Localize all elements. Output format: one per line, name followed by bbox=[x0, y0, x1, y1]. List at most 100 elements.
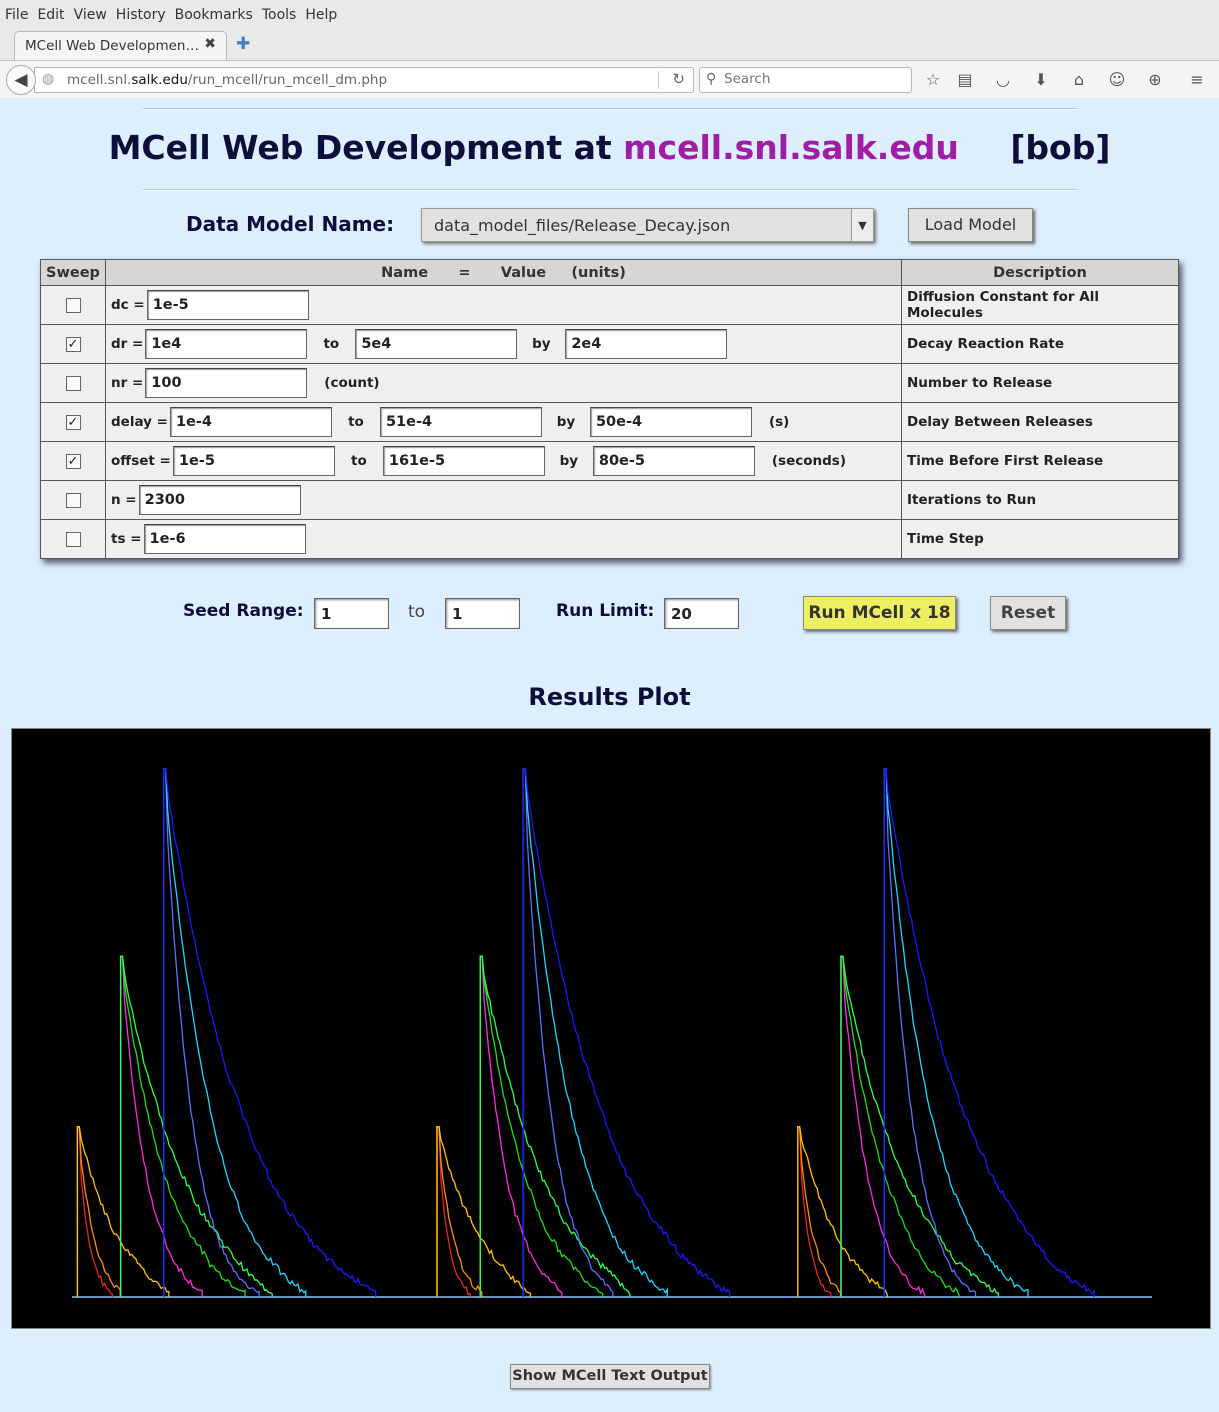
param-description: Diffusion Constant for All Molecules bbox=[901, 285, 1179, 325]
dropdown-arrow-icon[interactable]: ▼ bbox=[851, 209, 873, 241]
param-value-input[interactable] bbox=[143, 524, 306, 554]
param-row: ✓ dr = to by Decay Reaction Rate bbox=[40, 324, 1179, 364]
pocket-icon[interactable]: ◡ bbox=[996, 70, 1010, 89]
globe-icon: ◍ bbox=[42, 71, 55, 87]
tab-strip: MCell Web Developmen… ✖ ✚ bbox=[0, 30, 1219, 60]
param-description: Decay Reaction Rate bbox=[901, 324, 1179, 364]
menu-view[interactable]: View bbox=[73, 7, 107, 23]
param-label: dc = bbox=[111, 297, 145, 313]
search-input[interactable] bbox=[724, 71, 904, 87]
param-fields: delay = to by (s) bbox=[106, 407, 901, 437]
param-row: ✓ offset = to by (seconds) Time Before First … bbox=[40, 441, 1179, 481]
seed-to-input[interactable] bbox=[445, 598, 520, 629]
seed-from-input[interactable] bbox=[314, 598, 389, 629]
tab-title: MCell Web Developmen… bbox=[25, 38, 199, 54]
browser-tab[interactable]: MCell Web Developmen… ✖ bbox=[14, 31, 227, 60]
param-to-input[interactable] bbox=[382, 446, 545, 476]
sweep-checkbox[interactable] bbox=[65, 531, 81, 547]
bookmark-star-icon[interactable]: ☆ bbox=[925, 70, 941, 89]
param-value-input[interactable] bbox=[169, 407, 332, 437]
description-header: Description bbox=[901, 259, 1179, 286]
sweep-cell bbox=[40, 519, 106, 559]
param-to-label: to bbox=[351, 453, 367, 469]
navigation-bar: ◍ mcell.snl.salk.edu/run_mcell/run_mcell… bbox=[0, 60, 1219, 98]
param-cell: delay = to by (s) bbox=[105, 402, 902, 442]
data-model-select[interactable]: data_model_files/Release_Decay.json ▼ bbox=[421, 208, 874, 242]
page-title: MCell Web Development at mcell.snl.salk.… bbox=[0, 128, 1219, 167]
downloads-icon[interactable]: ⬇ bbox=[1034, 70, 1048, 89]
web-icon[interactable]: ⊕ bbox=[1148, 70, 1162, 89]
menu-history[interactable]: History bbox=[115, 7, 166, 23]
results-plot-title: Results Plot bbox=[528, 683, 691, 711]
sweep-header: Sweep bbox=[40, 259, 106, 286]
series-line-g1-s5 bbox=[119, 955, 246, 1297]
menu-edit[interactable]: Edit bbox=[37, 7, 65, 23]
series-line-g1-s6 bbox=[119, 955, 273, 1297]
sweep-cell bbox=[40, 363, 106, 403]
series-line-g3-s6 bbox=[840, 955, 1000, 1297]
new-tab-icon[interactable]: ✚ bbox=[236, 34, 251, 54]
series-line-g2-s7 bbox=[522, 768, 614, 1297]
back-button[interactable]: ◀ bbox=[6, 65, 36, 95]
param-units: (count) bbox=[324, 375, 380, 391]
param-row: ✓ delay = to by (s) Delay Between Releases bbox=[40, 402, 1179, 442]
series-line-g2-s2 bbox=[436, 1125, 483, 1297]
series-line-g1-s1 bbox=[76, 1125, 114, 1297]
sweep-cell bbox=[40, 480, 106, 520]
param-to-input[interactable] bbox=[355, 329, 518, 359]
param-value-input[interactable] bbox=[138, 485, 301, 515]
run-mcell-button[interactable]: Run MCell x 18 bbox=[803, 596, 956, 630]
sweep-cell: ✓ bbox=[40, 441, 106, 481]
series-line-g2-s4 bbox=[479, 955, 563, 1297]
close-tab-icon[interactable]: ✖ bbox=[204, 36, 216, 52]
param-cell: ts = bbox=[105, 519, 902, 559]
sweep-checkbox[interactable] bbox=[65, 492, 81, 508]
hamburger-menu-icon[interactable]: ≡ bbox=[1190, 70, 1204, 89]
sweep-checkbox[interactable]: ✓ bbox=[65, 453, 81, 469]
param-to-input[interactable] bbox=[379, 407, 542, 437]
load-model-button[interactable]: Load Model bbox=[908, 208, 1033, 242]
param-fields: ts = bbox=[106, 524, 901, 554]
param-by-input[interactable] bbox=[592, 446, 755, 476]
reload-icon[interactable]: ↻ bbox=[672, 70, 685, 88]
param-units: (seconds) bbox=[771, 453, 846, 469]
menu-help[interactable]: Help bbox=[305, 7, 338, 23]
chat-icon[interactable]: ☺ bbox=[1108, 70, 1126, 89]
param-by-label: by bbox=[532, 336, 551, 352]
home-icon[interactable]: ⌂ bbox=[1073, 70, 1085, 89]
seed-to-label: to bbox=[408, 602, 426, 622]
param-label: n = bbox=[111, 492, 137, 508]
series-line-g2-s3 bbox=[436, 1125, 532, 1297]
menu-tools[interactable]: Tools bbox=[261, 7, 297, 23]
param-value-input[interactable] bbox=[172, 446, 335, 476]
param-row: dc = Diffusion Constant for All Molecules bbox=[40, 285, 1179, 325]
param-row: n = Iterations to Run bbox=[40, 480, 1179, 520]
table-header-row: Sweep Name = Value (units) Description bbox=[40, 259, 1179, 286]
url-divider bbox=[658, 71, 659, 89]
param-label: offset = bbox=[111, 453, 171, 469]
url-text: mcell.snl.salk.edu/run_mcell/run_mcell_d… bbox=[67, 72, 388, 88]
param-by-input[interactable] bbox=[589, 407, 752, 437]
search-bar[interactable]: ⚲ bbox=[699, 67, 912, 93]
title-host: mcell.snl.salk.edu bbox=[623, 128, 959, 167]
sweep-checkbox[interactable]: ✓ bbox=[65, 336, 81, 352]
series-line-g1-s7 bbox=[163, 768, 260, 1297]
results-plot-svg bbox=[72, 768, 1152, 1298]
menu-bookmarks[interactable]: Bookmarks bbox=[174, 7, 253, 23]
seed-range-label: Seed Range: bbox=[183, 601, 304, 621]
sweep-checkbox[interactable]: ✓ bbox=[65, 414, 81, 430]
url-bar[interactable]: ◍ mcell.snl.salk.edu/run_mcell/run_mcell… bbox=[34, 67, 694, 93]
search-icon: ⚲ bbox=[706, 71, 717, 87]
param-value-input[interactable] bbox=[146, 290, 309, 320]
run-limit-input[interactable] bbox=[664, 598, 739, 629]
sweep-checkbox[interactable] bbox=[65, 375, 81, 391]
param-by-input[interactable] bbox=[565, 329, 728, 359]
reading-list-icon[interactable]: ▤ bbox=[957, 70, 973, 89]
menu-file[interactable]: File bbox=[5, 7, 29, 23]
series-line-g3-s2 bbox=[797, 1125, 842, 1297]
sweep-checkbox[interactable] bbox=[65, 297, 81, 313]
param-value-input[interactable] bbox=[145, 329, 308, 359]
reset-button[interactable]: Reset bbox=[990, 596, 1066, 630]
param-value-input[interactable] bbox=[145, 368, 308, 398]
show-text-output-button[interactable]: Show MCell Text Output bbox=[510, 1364, 710, 1389]
